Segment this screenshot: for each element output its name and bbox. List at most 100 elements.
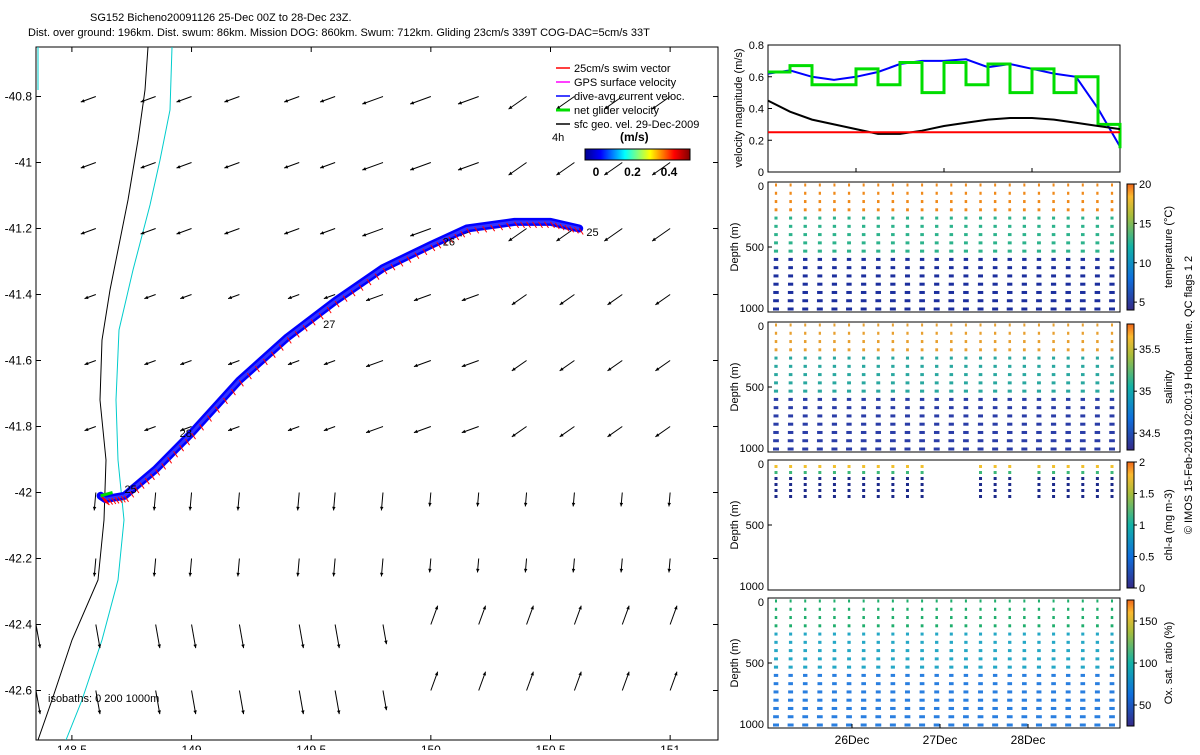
profile-sample	[1109, 249, 1115, 253]
profile-sample	[1079, 307, 1086, 311]
profile-sample	[773, 439, 779, 443]
profile-sample	[862, 183, 865, 187]
profile-sample	[1096, 599, 1099, 603]
profile-sample	[847, 632, 851, 636]
profile-sample	[817, 430, 823, 434]
profile-sample	[833, 323, 836, 327]
sfc-geo-arrowhead	[180, 295, 185, 300]
profile-sample	[1109, 397, 1115, 401]
profile-sample	[919, 299, 925, 303]
profile-sample	[1109, 307, 1115, 311]
swim-vector	[134, 486, 140, 494]
profile-sample	[803, 233, 808, 237]
profile-sample	[1109, 673, 1115, 677]
sfc-geo-arrowhead	[92, 506, 97, 511]
profile-sample	[1095, 233, 1100, 237]
profile-sample	[891, 331, 895, 335]
profile-sample	[934, 673, 939, 677]
profile-sample	[877, 607, 880, 611]
profile-sample	[890, 698, 896, 702]
profile-sample	[832, 381, 837, 385]
profile-sample	[847, 624, 851, 628]
profile-sample	[978, 364, 983, 368]
profile-sample	[847, 607, 851, 611]
profile-sample	[1065, 257, 1071, 261]
profile-sample	[774, 208, 778, 212]
profile-sample	[1008, 477, 1012, 480]
profile-sample	[789, 616, 792, 620]
profile-sample	[1008, 616, 1012, 620]
profile-sample	[1007, 690, 1013, 694]
profile-sample	[1081, 640, 1085, 644]
profile-sample	[861, 690, 867, 694]
profile-sample	[1110, 483, 1114, 486]
profile-sample	[847, 364, 851, 368]
profile-sample	[920, 356, 924, 360]
profile-sample	[949, 657, 954, 661]
sfc-geo-arrowhead	[604, 237, 609, 242]
profile-sample	[935, 224, 939, 228]
net-glider-velocity-mark	[100, 491, 113, 498]
profile-sample	[964, 364, 968, 368]
profile-sample	[1052, 495, 1056, 498]
profile-sample	[992, 715, 998, 719]
profile-sample	[1036, 414, 1042, 418]
profile-sample	[831, 723, 838, 727]
profile-sample	[1065, 706, 1071, 710]
profile-sample	[802, 282, 808, 286]
sfc-geo-arrowhead	[667, 502, 671, 507]
profile-sample	[993, 373, 997, 377]
profile-sample	[875, 266, 881, 270]
profile-sample	[802, 715, 809, 719]
profile-sample	[920, 624, 924, 628]
profile-sample	[1066, 208, 1070, 212]
sfc-geo-arrowhead	[228, 361, 233, 366]
profile-sample	[1066, 465, 1070, 468]
sfc-geo-arrowhead	[428, 568, 432, 573]
profile-sample	[1081, 495, 1085, 498]
profile-sample	[889, 447, 896, 451]
profile-sample	[964, 649, 968, 653]
profile-sample	[948, 715, 955, 719]
profile-sample	[1066, 471, 1070, 474]
profile-sample	[876, 640, 880, 644]
profile-sample	[905, 489, 909, 492]
profile-sample	[875, 698, 881, 702]
profile-sample	[1037, 323, 1040, 327]
profile-sample	[979, 599, 982, 603]
profile-sample	[905, 495, 909, 498]
profile-sample	[788, 414, 794, 418]
profile-sample	[774, 465, 778, 468]
profile-sample	[1110, 241, 1114, 245]
sfc-geo-arrowhead	[301, 710, 305, 715]
profile-sample	[831, 447, 838, 451]
profile-sample	[1095, 495, 1099, 498]
profile-sample	[1109, 282, 1115, 286]
profile-sample	[1110, 216, 1114, 220]
profile-sample	[1095, 406, 1100, 410]
profile-sample	[1007, 257, 1012, 261]
day-label: 25	[125, 484, 137, 496]
profile-sample	[919, 397, 925, 401]
profile-sample	[833, 616, 836, 620]
profile-sample	[1081, 632, 1085, 636]
profile-sample	[1008, 489, 1012, 492]
profile-sample	[905, 241, 910, 245]
profile-sample	[787, 706, 794, 710]
sfc-geo-vector	[651, 228, 671, 242]
profile-sample	[948, 723, 955, 727]
profile-sample	[773, 299, 779, 303]
profile-sample	[949, 249, 954, 253]
profile-sample	[934, 406, 940, 410]
y-tick-label: -41	[15, 156, 33, 170]
profile-sample	[803, 616, 807, 620]
sfc-geo-arrowhead	[97, 644, 102, 649]
profile-sample	[934, 249, 939, 253]
profile-sample	[832, 266, 837, 270]
profile-sample	[846, 389, 852, 393]
profile-sample	[1080, 274, 1086, 278]
profile-sample	[963, 257, 969, 261]
profile-sample	[963, 266, 969, 270]
profile-sample	[905, 649, 910, 653]
profile-sample	[875, 706, 881, 710]
